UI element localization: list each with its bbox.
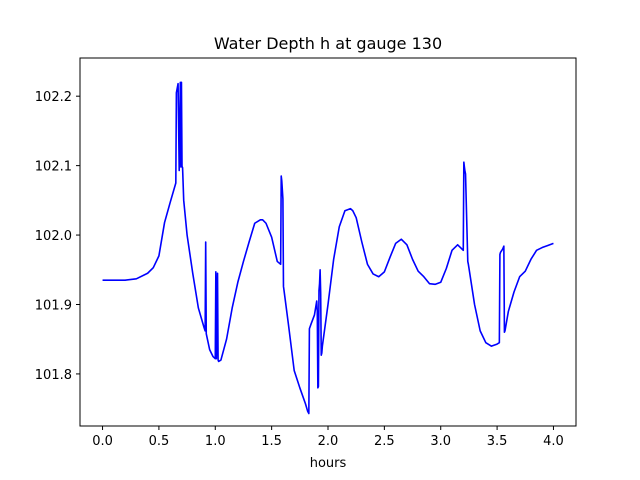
axes-frame [79, 57, 577, 427]
x-tick-label: 3.0 [430, 434, 451, 449]
x-tick-label: 4.0 [543, 434, 564, 449]
y-tick-label: 102.2 [35, 90, 72, 105]
x-axis-label: hours [310, 456, 347, 471]
x-tick-label: 0.5 [149, 434, 170, 449]
x-tick-label: 1.0 [205, 434, 226, 449]
y-tick-label: 101.8 [35, 368, 72, 383]
series-line-0 [102, 81, 554, 415]
plot-area [102, 81, 554, 415]
x-axis-ticks: 0.0 0.5 1.0 1.5 2.0 2.5 3.0 3.5 4.0 [92, 426, 564, 449]
y-tick-label: 101.9 [35, 298, 72, 313]
chart-title: Water Depth h at gauge 130 [214, 34, 442, 53]
y-tick-label: 102.1 [35, 160, 72, 175]
x-tick-label: 2.5 [374, 434, 395, 449]
x-tick-label: 3.5 [487, 434, 508, 449]
x-tick-label: 0.0 [92, 434, 113, 449]
x-tick-label: 1.5 [261, 434, 282, 449]
y-axis-ticks: 101.8 101.9 102.0 102.1 102.2 [35, 90, 80, 383]
y-tick-label: 102.0 [35, 229, 72, 244]
x-tick-label: 2.0 [318, 434, 339, 449]
